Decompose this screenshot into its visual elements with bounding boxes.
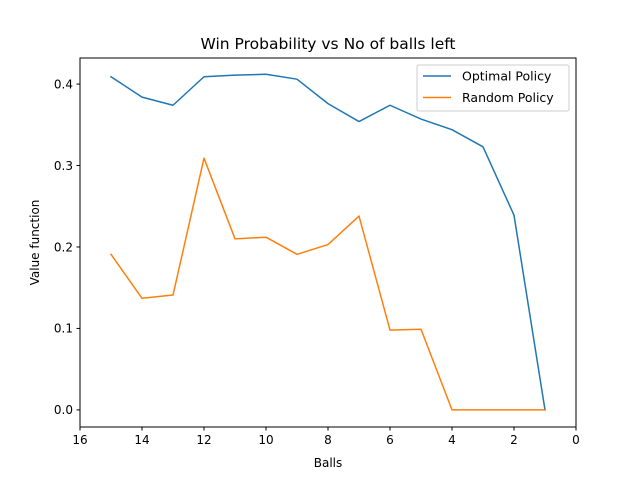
plot-frame (79, 57, 577, 428)
legend-label-optimal-policy: Optimal Policy (462, 69, 552, 84)
y-tick-label: 0.0 (54, 403, 73, 417)
plot-lines (109, 73, 546, 411)
x-tick-label: 4 (448, 433, 456, 447)
series-line-optimal-policy (109, 73, 546, 411)
x-tick-label: 16 (72, 433, 87, 447)
x-tick-label: 10 (258, 433, 273, 447)
y-tick-label: 0.1 (54, 322, 73, 336)
y-tick-label: 0.3 (54, 159, 73, 173)
x-tick-label: 2 (510, 433, 518, 447)
x-tick-label: 8 (324, 433, 332, 447)
x-tick-label: 14 (134, 433, 149, 447)
x-tick-label: 0 (572, 433, 580, 447)
chart-title: Win Probability vs No of balls left (200, 35, 455, 53)
series-line-random-policy (109, 157, 546, 411)
legend-box (416, 64, 570, 112)
x-axis-label: Balls (314, 456, 343, 470)
x-tick-label: 6 (386, 433, 394, 447)
y-tick-label: 0.2 (54, 240, 73, 254)
y-axis-label: Value function (28, 200, 42, 286)
legend: Optimal Policy Random Policy (416, 64, 570, 112)
x-axis-ticks: 16 14 12 10 8 6 4 2 0 (72, 427, 580, 447)
y-axis-ticks: 0.0 0.1 0.2 0.3 0.4 (54, 77, 80, 417)
y-tick-label: 0.4 (54, 77, 73, 91)
legend-label-random-policy: Random Policy (462, 90, 554, 105)
x-tick-label: 12 (196, 433, 211, 447)
